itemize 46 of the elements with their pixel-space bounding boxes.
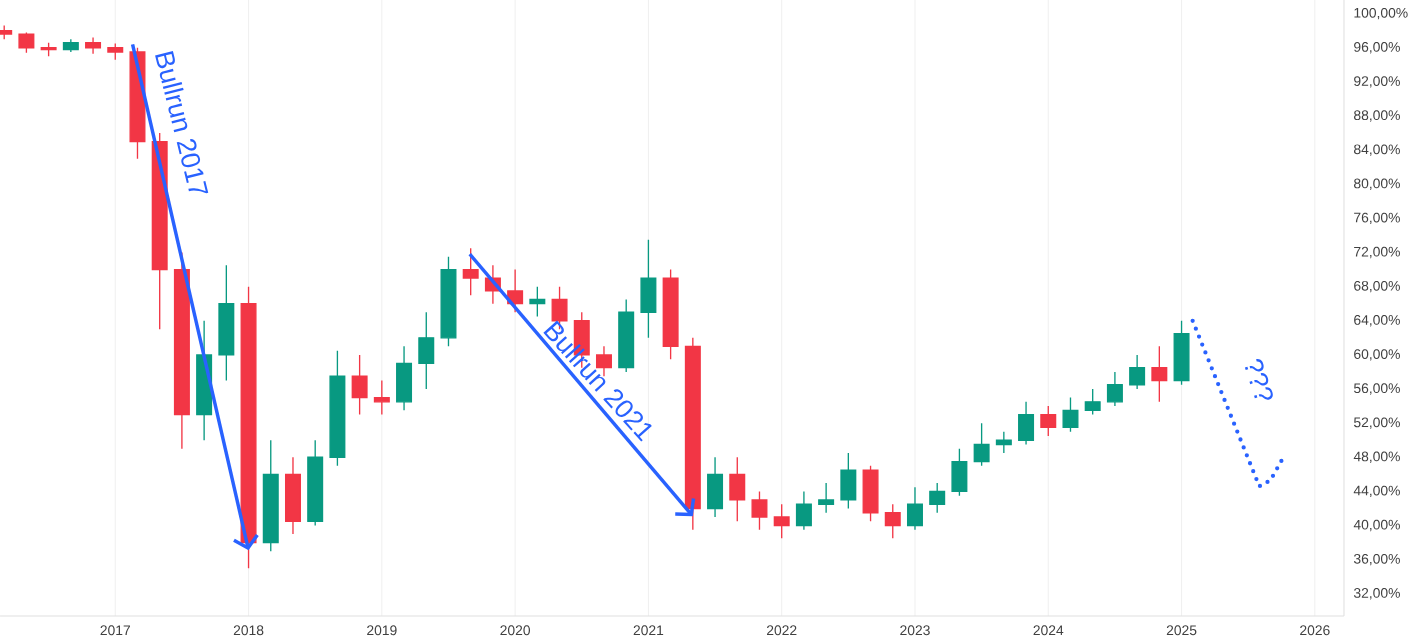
candlestick: [1062, 396, 1079, 433]
candlestick: [351, 354, 368, 416]
candlestick: [418, 311, 435, 390]
candlestick: [929, 482, 946, 514]
candlestick: [1084, 388, 1101, 416]
candlestick: [329, 349, 346, 467]
candlestick: [640, 239, 657, 339]
candlestick: [906, 486, 923, 531]
candlestick: [284, 456, 301, 535]
candlestick: [396, 345, 413, 412]
candlestick: [85, 36, 102, 55]
candlestick: [218, 264, 235, 382]
candlestick: [40, 41, 57, 57]
candlestick: [773, 503, 790, 540]
candlestick: [462, 247, 479, 296]
candlestick: [618, 298, 635, 373]
candlestick: [662, 268, 679, 360]
candlestick: [1173, 320, 1190, 386]
candlestick: [240, 285, 257, 569]
candlestick: [173, 251, 190, 450]
candlestick: [262, 439, 279, 552]
candlestick: [18, 31, 35, 54]
candlestick: [1040, 405, 1057, 437]
candlestick: [840, 452, 857, 510]
annotation: ???: [1244, 359, 1273, 400]
candlestick: [684, 337, 701, 531]
candlestick: [307, 439, 324, 527]
annotation: Bullrun 2017: [155, 51, 209, 194]
line-series: [1190, 318, 1284, 489]
candlestick: [1018, 401, 1035, 446]
candlestick: [729, 456, 746, 522]
candlestick: [107, 42, 124, 61]
candlestick: [707, 456, 724, 518]
candlestick: [751, 490, 768, 531]
candlestick: [795, 490, 812, 531]
candlestick: [995, 431, 1012, 454]
candlestick: [884, 503, 901, 540]
candlestick: [1129, 354, 1146, 390]
candlestick: [818, 482, 835, 514]
candlestick: [440, 256, 457, 348]
candlestick: [1106, 371, 1123, 407]
candlestick: [973, 422, 990, 467]
candlestick: [862, 465, 879, 522]
candlestick: [1151, 345, 1168, 403]
candlestick: [951, 448, 968, 497]
candlestick: [62, 38, 79, 53]
